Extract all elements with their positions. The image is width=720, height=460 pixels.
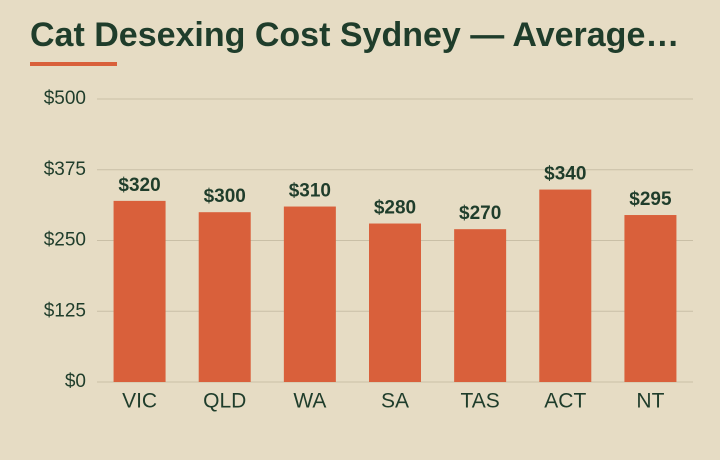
- bar: [539, 189, 592, 382]
- bar: [454, 229, 507, 382]
- x-tick-label: SA: [381, 390, 409, 413]
- y-tick-label: $0: [65, 371, 86, 392]
- value-label: $280: [374, 198, 416, 219]
- bar: [198, 212, 251, 382]
- x-tick-label: QLD: [203, 390, 246, 413]
- y-tick-label: $375: [44, 159, 86, 180]
- y-tick-label: $125: [44, 300, 86, 321]
- y-tick-label: $500: [44, 88, 86, 109]
- x-tick-label: WA: [293, 390, 326, 413]
- bar: [624, 215, 677, 382]
- value-label: $295: [629, 189, 672, 210]
- value-label: $320: [118, 175, 160, 196]
- bar: [283, 206, 336, 382]
- value-label: $310: [289, 181, 331, 202]
- value-label: $340: [544, 164, 586, 185]
- bar: [113, 200, 166, 382]
- x-tick-label: TAS: [460, 390, 499, 413]
- x-tick-label: ACT: [544, 390, 586, 413]
- value-label: $300: [204, 186, 246, 207]
- y-tick-label: $250: [44, 230, 86, 251]
- x-tick-label: NT: [636, 390, 664, 413]
- title-underline: [30, 62, 117, 66]
- chart-title: Cat Desexing Cost Sydney — Average…: [30, 16, 679, 54]
- value-label: $270: [459, 203, 501, 224]
- bar: [369, 223, 421, 382]
- x-tick-label: VIC: [122, 390, 157, 413]
